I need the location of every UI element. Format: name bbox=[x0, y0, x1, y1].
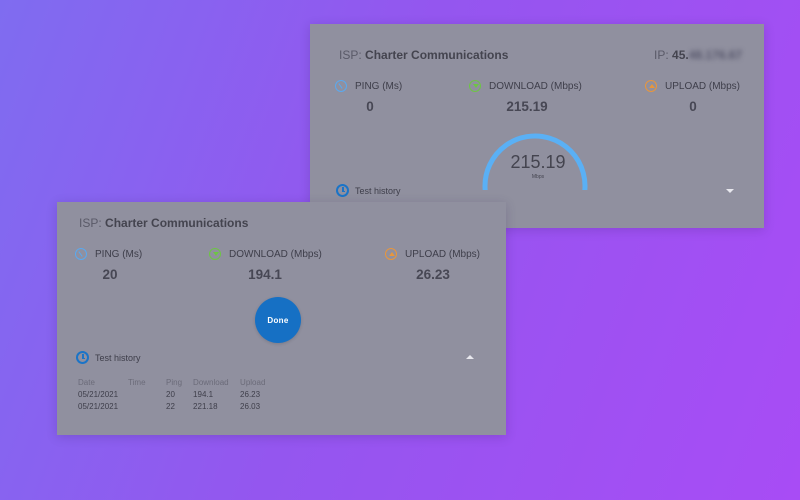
ip-blurred: 48.176.67 bbox=[688, 48, 743, 62]
upload-label: UPLOAD (Mbps) bbox=[385, 248, 480, 260]
ip-info: IP: 45.48.176.67 bbox=[654, 48, 742, 62]
isp-info: ISP: Charter Communications bbox=[79, 216, 248, 230]
ip-prefix: IP: bbox=[654, 48, 669, 62]
gauge-arc bbox=[482, 133, 588, 190]
isp-info: ISP: Charter Communications bbox=[339, 48, 508, 62]
cell-time bbox=[128, 389, 166, 401]
upload-arrow-icon bbox=[385, 248, 397, 260]
col-date: Date bbox=[78, 377, 95, 387]
isp-name: Charter Communications bbox=[365, 48, 509, 62]
download-label: DOWNLOAD (Mbps) bbox=[209, 248, 322, 260]
download-arrow-icon bbox=[469, 80, 481, 92]
col-ping: Ping bbox=[166, 377, 183, 387]
ping-icon bbox=[75, 248, 87, 260]
history-row: 05/21/2021 22 221.18 26.03 bbox=[78, 401, 275, 413]
test-history-toggle[interactable]: Test history bbox=[336, 184, 401, 197]
test-history-label: Test history bbox=[95, 352, 141, 363]
cell-ping: 20 bbox=[166, 389, 175, 399]
download-value: 194.1 bbox=[248, 267, 282, 282]
speed-gauge bbox=[482, 133, 588, 190]
cell-upload: 26.23 bbox=[240, 389, 261, 399]
cell-upload: 26.03 bbox=[240, 401, 261, 411]
cell-time bbox=[128, 401, 166, 413]
upload-arrow-icon bbox=[645, 80, 657, 92]
upload-value: 0 bbox=[689, 99, 697, 114]
ping-value: 0 bbox=[366, 99, 374, 114]
history-header-row: Date Time Ping Download Upload bbox=[78, 377, 275, 389]
clock-icon bbox=[76, 351, 89, 364]
cell-ping: 22 bbox=[166, 401, 175, 411]
history-table: Date Time Ping Download Upload 05/21/202… bbox=[78, 377, 275, 413]
upload-value: 26.23 bbox=[416, 267, 450, 282]
cell-download: 194.1 bbox=[193, 389, 214, 399]
download-value: 215.19 bbox=[506, 99, 548, 114]
test-history-toggle[interactable]: Test history bbox=[76, 351, 141, 364]
ping-label: PING (Ms) bbox=[335, 80, 402, 92]
history-row: 05/21/2021 20 194.1 26.23 bbox=[78, 389, 275, 401]
clock-icon bbox=[336, 184, 349, 197]
cell-date: 05/21/2021 bbox=[78, 389, 119, 399]
isp-prefix: ISP: bbox=[79, 216, 102, 230]
gauge-value: 215.19 bbox=[510, 152, 566, 172]
download-label: DOWNLOAD (Mbps) bbox=[469, 80, 582, 92]
upload-label: UPLOAD (Mbps) bbox=[645, 80, 740, 92]
gauge-unit: Mbps bbox=[531, 174, 545, 180]
isp-name: Charter Communications bbox=[105, 216, 249, 230]
isp-prefix: ISP: bbox=[339, 48, 362, 62]
ping-label-text: PING (Ms) bbox=[95, 248, 143, 260]
col-time: Time bbox=[128, 377, 146, 387]
download-arrow-icon bbox=[209, 248, 221, 260]
ping-icon bbox=[335, 80, 347, 92]
ping-label: PING (Ms) bbox=[75, 248, 142, 260]
ping-label-text: PING (Ms) bbox=[355, 80, 403, 92]
done-button[interactable]: Done bbox=[255, 297, 301, 343]
upload-label-text: UPLOAD (Mbps) bbox=[405, 248, 481, 260]
download-label-text: DOWNLOAD (Mbps) bbox=[229, 248, 322, 260]
cell-date: 05/21/2021 bbox=[78, 401, 119, 411]
caret-up-icon[interactable] bbox=[466, 355, 474, 359]
caret-down-icon[interactable] bbox=[726, 189, 734, 193]
cell-download: 221.18 bbox=[193, 401, 218, 411]
test-history-label: Test history bbox=[355, 185, 401, 196]
col-download: Download bbox=[193, 377, 229, 387]
speedtest-card-running bbox=[310, 24, 764, 228]
upload-label-text: UPLOAD (Mbps) bbox=[665, 80, 741, 92]
ping-value: 20 bbox=[102, 267, 118, 282]
col-upload: Upload bbox=[240, 377, 266, 387]
ip-visible: 45. bbox=[672, 48, 689, 62]
download-label-text: DOWNLOAD (Mbps) bbox=[489, 80, 582, 92]
